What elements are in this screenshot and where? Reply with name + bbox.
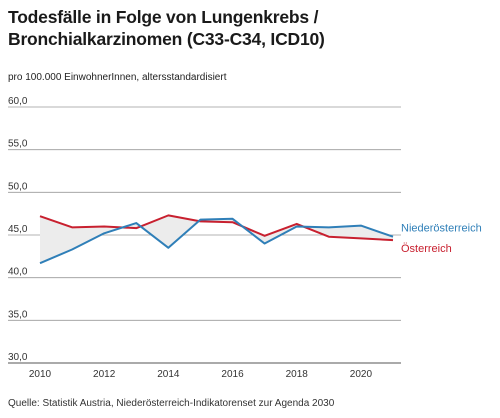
x-tick-label: 2014 [157,369,180,380]
y-tick-label: 45,0 [8,224,28,235]
series-label: Niederösterreich [401,223,482,235]
grid-lines [8,106,401,364]
y-tick-label: 40,0 [8,267,28,278]
x-axis-ticks: 2010 2012 2014 2016 2018 2020 [29,369,373,380]
chart-title-line-1: Todesfälle in Folge von Lungenkrebs / [8,7,319,27]
series-line-österreich [39,214,394,242]
chart-title: Todesfälle in Folge von Lungenkrebs / Br… [8,6,478,50]
series-lines [39,214,394,265]
chart-title-line-2: Bronchialkarzinomen (C33-C34, ICD10) [8,29,325,49]
series-line-niederösterreich [39,217,394,265]
x-tick-label: 2020 [350,369,373,380]
y-tick-label: 50,0 [8,181,28,192]
x-tick-label: 2012 [93,369,116,380]
y-tick-label: 55,0 [8,139,28,150]
x-tick-label: 2018 [286,369,309,380]
y-tick-label: 30,0 [8,352,28,363]
source-note: Quelle: Statistik Austria, Niederösterre… [8,398,335,409]
x-tick-label: 2010 [29,369,52,380]
series-label: Österreich [401,243,452,255]
y-tick-label: 35,0 [8,309,28,320]
series-labels: Niederösterreich Österreich [401,223,482,255]
x-tick-label: 2016 [221,369,244,380]
chart-subtitle: pro 100.000 EinwohnerInnen, altersstanda… [8,72,227,83]
y-axis-ticks: 30,0 35,0 40,0 45,0 50,0 55,0 60,0 [8,96,28,363]
y-tick-label: 60,0 [8,96,28,107]
